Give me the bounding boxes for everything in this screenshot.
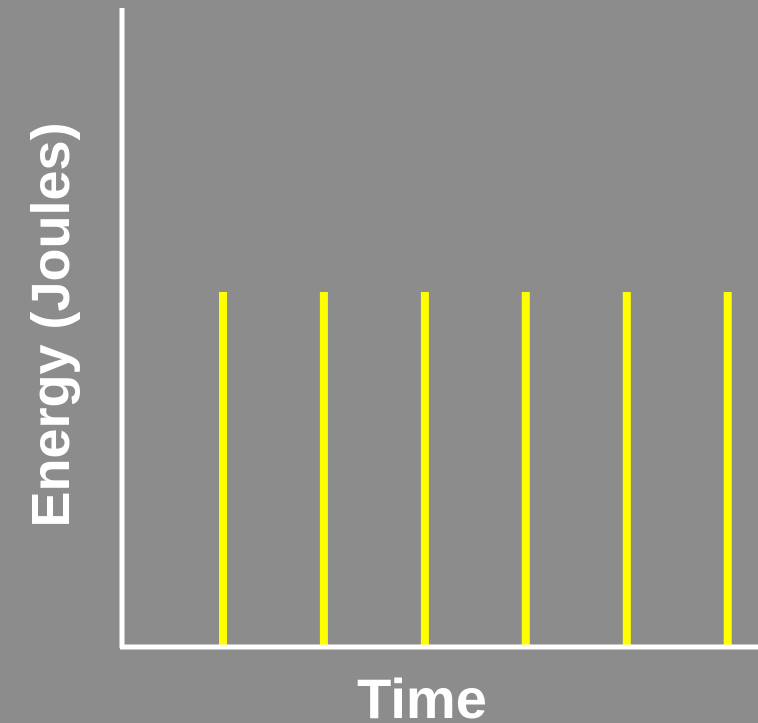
x-axis-title: Time xyxy=(357,667,487,723)
y-axis-title: Energy (Joules) xyxy=(21,122,81,527)
bars-group xyxy=(219,292,732,647)
